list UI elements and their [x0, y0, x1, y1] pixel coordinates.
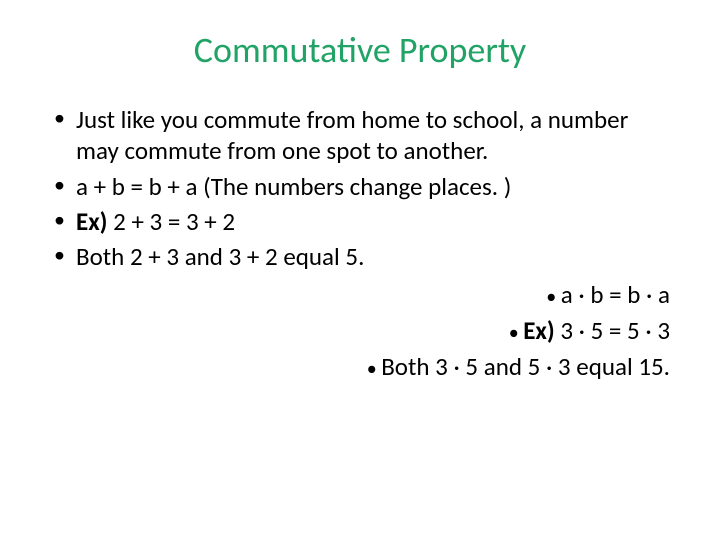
list-item: Both 2 + 3 and 3 + 2 equal 5.	[50, 241, 670, 272]
list-item: Both 3 · 5 and 5 · 3 equal 15.	[50, 350, 670, 384]
bullet-text: 3 · 5 = 5 · 3	[555, 315, 670, 346]
bullet-text: Both 2 + 3 and 3 + 2 equal 5.	[76, 241, 364, 272]
list-item: a + b = b + a (The numbers change places…	[50, 171, 670, 202]
bullet-text: a · b = b · a	[561, 279, 670, 310]
slide-title: Commutative Property	[50, 28, 670, 72]
bullet-text: 2 + 3 = 3 + 2	[107, 206, 235, 237]
bullet-prefix: Ex)	[523, 315, 554, 346]
list-item: Ex) 3 · 5 = 5 · 3	[50, 314, 670, 348]
bullet-list-right: a · b = b · a Ex) 3 · 5 = 5 · 3 Both 3 ·…	[50, 278, 670, 383]
bullet-text: Just like you commute from home to schoo…	[76, 104, 628, 166]
bullet-text: Both 3 · 5 and 5 · 3 equal 15.	[381, 351, 670, 382]
bullet-text: a + b = b + a (The numbers change places…	[76, 171, 511, 202]
list-item: Just like you commute from home to schoo…	[50, 104, 670, 167]
bullet-prefix: Ex)	[76, 206, 107, 237]
bullet-list-left: Just like you commute from home to schoo…	[50, 104, 670, 272]
list-item: a · b = b · a	[50, 278, 670, 312]
slide-container: Commutative Property Just like you commu…	[0, 0, 720, 540]
list-item: Ex) 2 + 3 = 3 + 2	[50, 206, 670, 237]
